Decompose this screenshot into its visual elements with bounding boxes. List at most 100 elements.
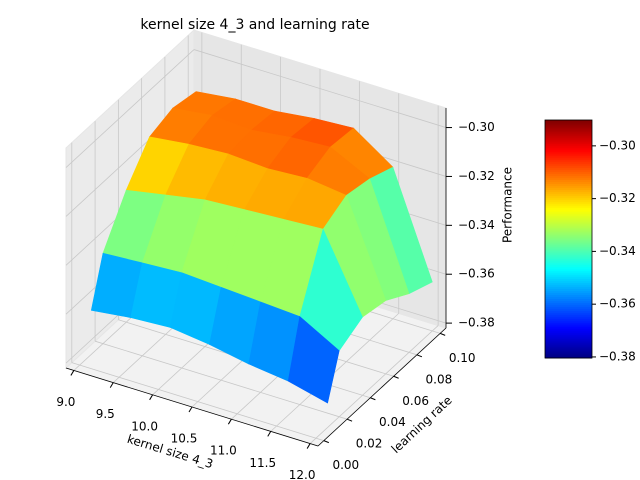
colorbar-step bbox=[545, 290, 592, 294]
surface-patch bbox=[287, 316, 340, 404]
colorbar-step bbox=[545, 123, 592, 127]
colorbar-step bbox=[545, 155, 592, 159]
colorbar-step bbox=[545, 272, 592, 276]
colorbar-step bbox=[545, 147, 592, 151]
colorbar-step bbox=[545, 348, 592, 351]
colorbar-step bbox=[545, 137, 592, 141]
colorbar-step bbox=[545, 235, 592, 238]
colorbar-step bbox=[545, 288, 592, 292]
x-tick-label: 11.5 bbox=[249, 456, 276, 470]
colorbar-tick-label: −0.30 bbox=[599, 138, 636, 152]
colorbar-step bbox=[545, 354, 592, 357]
colorbar-step bbox=[545, 280, 592, 284]
colorbar-step bbox=[545, 332, 592, 335]
colorbar-step bbox=[545, 316, 592, 319]
y-tick-label: 0.04 bbox=[379, 415, 406, 429]
colorbar-step bbox=[545, 129, 592, 133]
x-tick-label: 9.0 bbox=[56, 395, 75, 409]
colorbar-step bbox=[545, 151, 592, 155]
x-tick-label: 10.5 bbox=[171, 432, 198, 446]
colorbar-step bbox=[545, 320, 592, 323]
colorbar-tick-label: −0.32 bbox=[599, 191, 636, 205]
colorbar-step bbox=[545, 314, 592, 317]
colorbar-step bbox=[545, 240, 592, 244]
x-tick-label: 12.0 bbox=[289, 468, 316, 480]
colorbar-step bbox=[545, 284, 592, 288]
colorbar-step bbox=[545, 340, 592, 343]
colorbar-step bbox=[545, 199, 592, 202]
colorbar-step bbox=[545, 189, 592, 192]
colorbar-step bbox=[545, 177, 592, 180]
x-tick bbox=[227, 418, 232, 425]
colorbar-step bbox=[545, 248, 592, 252]
y-tick bbox=[346, 418, 353, 422]
colorbar-step bbox=[545, 207, 592, 210]
colorbar-step bbox=[545, 298, 592, 301]
colorbar-step bbox=[545, 286, 592, 290]
z-tick-label: −0.32 bbox=[458, 169, 495, 183]
x-tick-label: 11.0 bbox=[210, 444, 237, 458]
y-tick bbox=[416, 354, 423, 358]
colorbar-step bbox=[545, 282, 592, 286]
colorbar-step bbox=[545, 342, 592, 345]
colorbar-step bbox=[545, 185, 592, 188]
colorbar-step bbox=[545, 246, 592, 250]
y-tick-label: 0.02 bbox=[356, 437, 383, 451]
colorbar-step bbox=[545, 304, 592, 307]
colorbar-step bbox=[545, 229, 592, 232]
colorbar-step bbox=[545, 302, 592, 305]
colorbar-step bbox=[545, 306, 592, 309]
colorbar-step bbox=[545, 163, 592, 167]
colorbar-step bbox=[545, 312, 592, 315]
colorbar-step bbox=[545, 143, 592, 147]
y-tick-label: 0.06 bbox=[402, 394, 429, 408]
colorbar-step bbox=[545, 149, 592, 153]
y-tick-label: 0.10 bbox=[449, 351, 476, 365]
x-tick bbox=[149, 394, 154, 401]
colorbar-step bbox=[545, 121, 592, 125]
colorbar-step bbox=[545, 250, 592, 254]
colorbar-step bbox=[545, 292, 592, 296]
colorbar-step bbox=[545, 197, 592, 200]
y-grid-line bbox=[71, 362, 324, 442]
colorbar-step bbox=[545, 205, 592, 208]
y-tick-label: 0.08 bbox=[426, 372, 453, 386]
x-tick-label: 9.5 bbox=[96, 407, 115, 421]
y-tick-label: 0.00 bbox=[332, 458, 359, 472]
colorbar-step bbox=[545, 254, 592, 258]
colorbar-step bbox=[545, 274, 592, 278]
y-tick bbox=[323, 440, 330, 444]
colorbar-step bbox=[545, 179, 592, 182]
colorbar-step bbox=[545, 330, 592, 333]
colorbar-step bbox=[545, 237, 592, 240]
x-tick bbox=[70, 370, 75, 376]
z-axis-label: Performance bbox=[501, 167, 515, 243]
colorbar-step bbox=[545, 356, 592, 359]
z-tick-label: −0.34 bbox=[458, 218, 495, 232]
colorbar-step bbox=[545, 300, 592, 303]
colorbar-step bbox=[545, 203, 592, 206]
colorbar-step bbox=[545, 223, 592, 226]
colorbar-step bbox=[545, 183, 592, 186]
colorbar-step bbox=[545, 161, 592, 165]
x-tick-label: 10.0 bbox=[131, 419, 158, 433]
colorbar-step bbox=[545, 175, 592, 179]
colorbar-step bbox=[545, 268, 592, 272]
colorbar-step bbox=[545, 296, 592, 299]
colorbar-step bbox=[545, 127, 592, 131]
axis-line bbox=[317, 327, 447, 447]
x-tick bbox=[267, 431, 272, 437]
colorbar-step bbox=[545, 244, 592, 248]
colorbar-step bbox=[545, 165, 592, 169]
colorbar-step bbox=[545, 157, 592, 161]
colorbar-step bbox=[545, 215, 592, 218]
colorbar-step bbox=[545, 193, 592, 196]
colorbar-step bbox=[545, 231, 592, 234]
colorbar-step bbox=[545, 324, 592, 327]
colorbar-step bbox=[545, 167, 592, 171]
z-tick-label: −0.36 bbox=[458, 267, 495, 281]
y-tick bbox=[370, 397, 376, 401]
colorbar-step bbox=[545, 221, 592, 224]
colorbar-tick-label: −0.34 bbox=[599, 244, 636, 258]
colorbar-step bbox=[545, 242, 592, 246]
